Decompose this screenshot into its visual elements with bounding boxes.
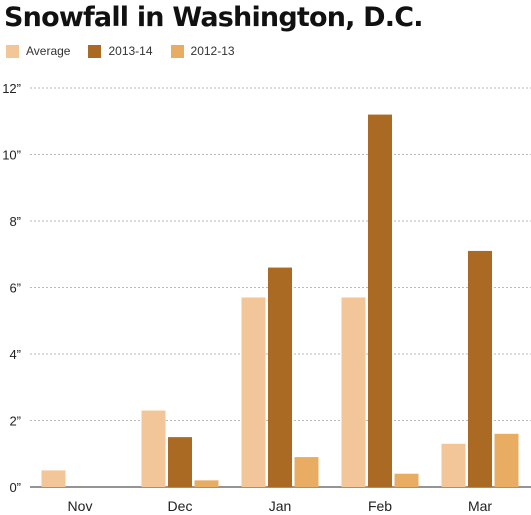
y-tick-label: 8” xyxy=(9,214,21,229)
legend-swatch-average xyxy=(6,44,19,58)
x-tick-label: Nov xyxy=(68,498,93,514)
legend-item-average: Average xyxy=(6,44,70,58)
bar-dec-2012-13 xyxy=(194,480,219,487)
y-tick-label: 0” xyxy=(9,480,21,495)
bar-mar-2013-14 xyxy=(468,250,492,487)
bar-feb-average xyxy=(341,297,366,487)
legend-label-2012-13: 2012-13 xyxy=(190,44,235,58)
y-tick-label: 10” xyxy=(2,148,21,163)
chart-title: Snowfall in Washington, D.C. xyxy=(4,2,424,33)
x-tick-label: Dec xyxy=(168,498,193,514)
bar-dec-average xyxy=(141,410,166,487)
legend-label-2013-14: 2013-14 xyxy=(108,44,153,58)
bar-feb-2013-14 xyxy=(368,114,392,487)
bar-feb-2012-13 xyxy=(394,473,419,487)
y-tick-label: 4” xyxy=(9,347,21,362)
y-tick-label: 6” xyxy=(9,281,21,296)
legend: Average 2013-14 2012-13 xyxy=(6,44,253,58)
y-tick-label: 12” xyxy=(2,81,21,96)
bar-jan-2012-13 xyxy=(294,457,319,487)
legend-swatch-2012-13 xyxy=(170,44,184,58)
x-tick-label: Mar xyxy=(468,498,492,514)
bar-nov-average xyxy=(41,470,66,487)
legend-item-2012-13: 2012-13 xyxy=(170,44,235,58)
bar-mar-2012-13 xyxy=(494,433,519,487)
bar-jan-average xyxy=(241,297,266,487)
bar-dec-2013-14 xyxy=(168,437,192,487)
bars xyxy=(41,114,519,487)
legend-label-average: Average xyxy=(26,44,71,58)
bar-jan-2013-14 xyxy=(268,267,292,487)
legend-item-2013-14: 2013-14 xyxy=(88,44,153,58)
y-tick-label: 2” xyxy=(9,414,21,429)
legend-swatch-2013-14 xyxy=(88,44,102,58)
bar-mar-average xyxy=(441,443,466,487)
axis-labels: 0” 2” 4” 6” 8” 10” 12” Nov Dec Jan Feb Mar xyxy=(2,81,492,514)
x-tick-label: Feb xyxy=(368,498,392,514)
x-tick-label: Jan xyxy=(269,498,292,514)
